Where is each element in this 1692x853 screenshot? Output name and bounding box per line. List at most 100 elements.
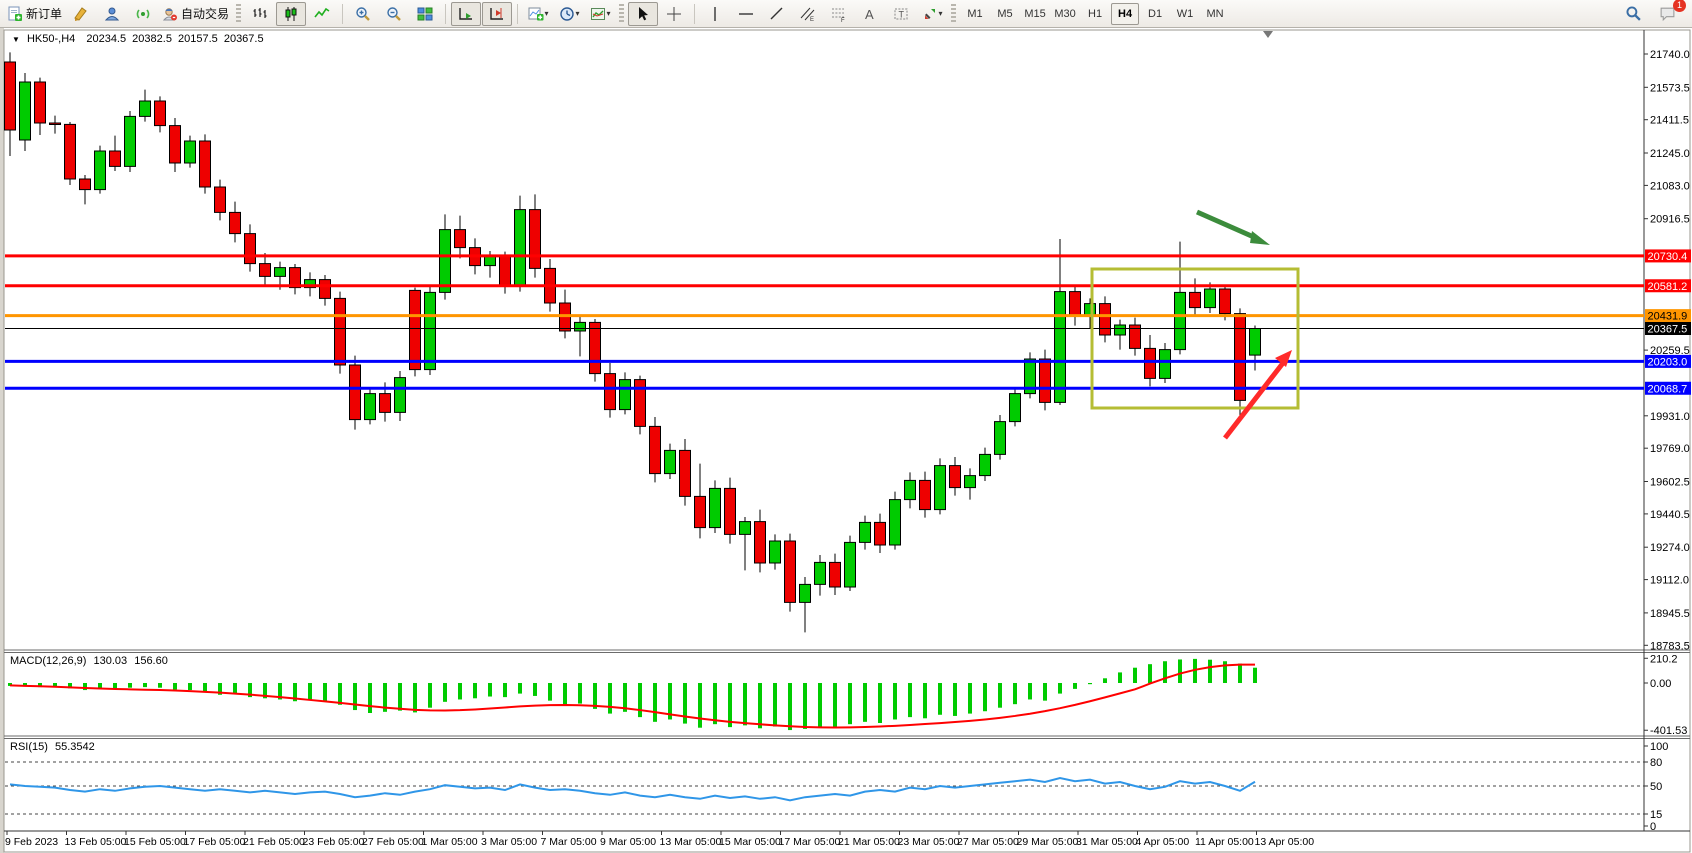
chart-header: ▼ HK50-,H4 20234.5 20382.5 20157.5 20367… <box>12 33 264 45</box>
signals-button[interactable] <box>128 2 158 26</box>
zoom-in-button[interactable] <box>348 2 378 26</box>
crosshair-tool-button[interactable] <box>659 2 689 26</box>
svg-text:4 Apr 05:00: 4 Apr 05:00 <box>1136 836 1190 848</box>
svg-text:19602.5: 19602.5 <box>1650 477 1690 489</box>
new-order-icon <box>8 6 22 21</box>
tf-h4-button[interactable]: H4 <box>1111 2 1140 25</box>
tf-mn-button[interactable]: MN <box>1206 7 1224 20</box>
macd-pane[interactable] <box>8 658 1257 731</box>
text-tool-icon: A <box>865 7 874 22</box>
text-label-tool-button[interactable]: T <box>886 2 916 26</box>
svg-text:T: T <box>899 9 905 19</box>
chart-frame <box>0 28 1692 853</box>
tf-m5-button[interactable]: M5 <box>997 7 1013 20</box>
notifications-button[interactable]: 1 <box>1652 0 1686 26</box>
svg-text:20730.4: 20730.4 <box>1648 251 1688 263</box>
tf-m1-button[interactable]: M1 <box>967 7 983 20</box>
svg-text:18945.5: 18945.5 <box>1650 608 1690 620</box>
svg-text:50: 50 <box>1650 781 1662 793</box>
arrow-objects-button[interactable]: ▾ <box>917 2 947 26</box>
toolbar-grip[interactable] <box>236 3 242 24</box>
svg-text:21 Mar 05:00: 21 Mar 05:00 <box>838 836 900 848</box>
fibonacci-tool-button[interactable]: F <box>824 2 854 26</box>
chat-bubble-icon <box>1660 7 1674 22</box>
chart-symbol-period: HK50-,H4 <box>26 33 76 45</box>
zoom-out-icon <box>387 6 401 21</box>
candlestick-chart-button[interactable] <box>276 1 307 26</box>
svg-text:15: 15 <box>1650 809 1662 821</box>
arrow-objects-dropdown-caret: ▾ <box>938 9 943 18</box>
svg-text:F: F <box>841 18 845 22</box>
autotrading-button[interactable]: 自动交易 <box>159 2 232 26</box>
tf-m30-button[interactable]: M30 <box>1054 7 1076 20</box>
timeframe-toolbar: M1 M5 M15 M30 H1 H4 D1 W1 MN <box>960 2 1230 25</box>
tf-w1-button[interactable]: W1 <box>1176 7 1194 20</box>
svg-text:19769.0: 19769.0 <box>1650 443 1690 455</box>
svg-text:21740.0: 21740.0 <box>1650 49 1690 61</box>
candles-layer[interactable] <box>4 52 1261 633</box>
search-button[interactable] <box>1618 2 1648 26</box>
annotations-layer[interactable] <box>1090 209 1300 440</box>
trendline-tool-button[interactable] <box>762 2 792 26</box>
svg-text:21 Feb 05:00: 21 Feb 05:00 <box>243 836 305 848</box>
text-tool-button[interactable]: A <box>855 2 885 26</box>
periods-button[interactable]: ▾ <box>554 2 584 26</box>
vertical-line-icon <box>714 6 716 21</box>
equidistant-channel-tool-button[interactable]: E <box>793 2 823 26</box>
cursor-tool-button[interactable] <box>628 1 659 26</box>
chart-context-icon[interactable]: ▼ <box>12 35 20 44</box>
new-order-label: 新订单 <box>26 7 63 21</box>
bar-chart-button[interactable] <box>245 2 275 26</box>
search-icon <box>1625 6 1641 21</box>
tile-windows-button[interactable] <box>410 2 440 26</box>
profile-button[interactable] <box>97 2 127 26</box>
trendline-icon <box>770 7 783 19</box>
svg-text:0.00: 0.00 <box>1650 678 1671 690</box>
svg-text:210.2: 210.2 <box>1650 653 1678 665</box>
ohlc-high: 20382.5 <box>132 33 172 45</box>
zoom-out-button[interactable] <box>379 2 409 26</box>
svg-text:17 Mar 05:00: 17 Mar 05:00 <box>779 836 841 848</box>
macd-signal-line <box>9 663 1256 729</box>
indicators-button[interactable]: ▾ <box>523 2 553 26</box>
red-up-arrow <box>1223 361 1285 440</box>
new-order-button[interactable]: 新订单 <box>4 2 65 26</box>
svg-text:20581.2: 20581.2 <box>1648 281 1688 293</box>
horizontal-line-tool-button[interactable] <box>731 2 761 26</box>
price-axis[interactable]: 21740.0 21573.5 21411.5 21245.0 21083.0 20916… <box>1644 49 1690 833</box>
toolbar-grip[interactable] <box>951 3 957 24</box>
svg-text:21573.5: 21573.5 <box>1650 82 1690 94</box>
chart-canvas[interactable]: 20730.420581.220431.920367.520203.020068… <box>0 28 1692 853</box>
rsi-line <box>9 776 1256 802</box>
rsi-pane[interactable] <box>5 761 1644 815</box>
signals-icon <box>136 8 150 19</box>
vertical-line-tool-button[interactable] <box>700 2 730 26</box>
templates-icon <box>590 7 605 20</box>
svg-text:13 Mar 05:00: 13 Mar 05:00 <box>660 836 722 848</box>
svg-text:11 Apr 05:00: 11 Apr 05:00 <box>1195 836 1254 848</box>
chart-shift-button[interactable] <box>482 1 513 26</box>
templates-button[interactable]: ▾ <box>585 2 615 26</box>
toolbar-grip[interactable] <box>619 3 625 24</box>
green-down-arrow <box>1195 209 1258 241</box>
rsi-indicator-label: RSI(15) 55.3542 <box>10 741 95 753</box>
svg-text:18783.5: 18783.5 <box>1650 640 1690 652</box>
notification-badge: 1 <box>1673 0 1686 12</box>
svg-text:20367.5: 20367.5 <box>1648 324 1688 336</box>
tf-d1-button[interactable]: D1 <box>1148 7 1163 20</box>
autotrading-icon <box>162 7 178 20</box>
svg-text:-401.53: -401.53 <box>1650 725 1687 737</box>
svg-text:20068.7: 20068.7 <box>1648 383 1688 395</box>
tf-m15-button[interactable]: M15 <box>1024 7 1046 20</box>
indicators-icon <box>528 7 544 20</box>
svg-text:80: 80 <box>1650 757 1662 769</box>
ohlc-close: 20367.5 <box>223 33 264 45</box>
svg-text:0: 0 <box>1650 821 1656 833</box>
auto-scroll-button[interactable] <box>451 1 482 26</box>
tf-h1-button[interactable]: H1 <box>1088 7 1103 20</box>
metaeditor-button[interactable] <box>66 2 96 26</box>
svg-text:7 Mar 05:00: 7 Mar 05:00 <box>541 836 597 848</box>
line-chart-button[interactable] <box>307 2 337 26</box>
